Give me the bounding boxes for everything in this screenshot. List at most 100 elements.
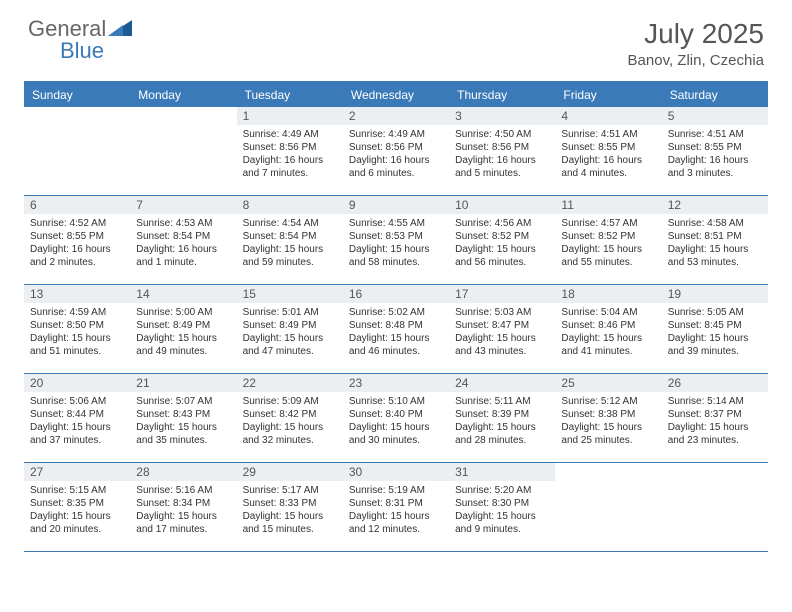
day-info: Sunrise: 5:14 AMSunset: 8:37 PMDaylight:… xyxy=(662,392,768,451)
day-cell: 9Sunrise: 4:55 AMSunset: 8:53 PMDaylight… xyxy=(343,196,449,284)
empty-cell xyxy=(24,107,130,195)
calendar: SundayMondayTuesdayWednesdayThursdayFrid… xyxy=(24,81,768,552)
logo-word-general: General xyxy=(28,18,106,40)
sunset-line: Sunset: 8:56 PM xyxy=(243,141,337,154)
day-cell: 18Sunrise: 5:04 AMSunset: 8:46 PMDayligh… xyxy=(555,285,661,373)
day-number: 3 xyxy=(449,107,555,125)
day-number: 12 xyxy=(662,196,768,214)
day-cell: 29Sunrise: 5:17 AMSunset: 8:33 PMDayligh… xyxy=(237,463,343,551)
day-number: 26 xyxy=(662,374,768,392)
sunrise-line: Sunrise: 4:49 AM xyxy=(243,128,337,141)
day-info: Sunrise: 5:16 AMSunset: 8:34 PMDaylight:… xyxy=(130,481,236,540)
day-header: Saturday xyxy=(662,83,768,107)
daylight-line: Daylight: 15 hours and 37 minutes. xyxy=(30,421,124,447)
day-info: Sunrise: 5:03 AMSunset: 8:47 PMDaylight:… xyxy=(449,303,555,362)
week-row: 20Sunrise: 5:06 AMSunset: 8:44 PMDayligh… xyxy=(24,374,768,463)
day-info: Sunrise: 4:57 AMSunset: 8:52 PMDaylight:… xyxy=(555,214,661,273)
sunrise-line: Sunrise: 5:05 AM xyxy=(668,306,762,319)
sunset-line: Sunset: 8:55 PM xyxy=(668,141,762,154)
sunrise-line: Sunrise: 5:15 AM xyxy=(30,484,124,497)
sunrise-line: Sunrise: 4:58 AM xyxy=(668,217,762,230)
sunrise-line: Sunrise: 5:17 AM xyxy=(243,484,337,497)
logo-triangle-icon xyxy=(108,20,132,40)
day-number: 1 xyxy=(237,107,343,125)
sunrise-line: Sunrise: 4:56 AM xyxy=(455,217,549,230)
sunset-line: Sunset: 8:44 PM xyxy=(30,408,124,421)
sunrise-line: Sunrise: 5:07 AM xyxy=(136,395,230,408)
day-cell: 14Sunrise: 5:00 AMSunset: 8:49 PMDayligh… xyxy=(130,285,236,373)
daylight-line: Daylight: 15 hours and 43 minutes. xyxy=(455,332,549,358)
title-block: July 2025 Banov, Zlin, Czechia xyxy=(628,18,764,69)
daylight-line: Daylight: 15 hours and 9 minutes. xyxy=(455,510,549,536)
sunset-line: Sunset: 8:43 PM xyxy=(136,408,230,421)
daylight-line: Daylight: 15 hours and 46 minutes. xyxy=(349,332,443,358)
day-info: Sunrise: 5:12 AMSunset: 8:38 PMDaylight:… xyxy=(555,392,661,451)
day-number: 27 xyxy=(24,463,130,481)
sunset-line: Sunset: 8:42 PM xyxy=(243,408,337,421)
day-cell: 7Sunrise: 4:53 AMSunset: 8:54 PMDaylight… xyxy=(130,196,236,284)
sunset-line: Sunset: 8:52 PM xyxy=(455,230,549,243)
sunrise-line: Sunrise: 5:03 AM xyxy=(455,306,549,319)
sunrise-line: Sunrise: 5:06 AM xyxy=(30,395,124,408)
daylight-line: Daylight: 16 hours and 7 minutes. xyxy=(243,154,337,180)
location-text: Banov, Zlin, Czechia xyxy=(628,52,764,69)
sunrise-line: Sunrise: 5:10 AM xyxy=(349,395,443,408)
day-number: 10 xyxy=(449,196,555,214)
day-number: 5 xyxy=(662,107,768,125)
day-header: Sunday xyxy=(24,83,130,107)
daylight-line: Daylight: 16 hours and 5 minutes. xyxy=(455,154,549,180)
daylight-line: Daylight: 15 hours and 35 minutes. xyxy=(136,421,230,447)
sunrise-line: Sunrise: 5:14 AM xyxy=(668,395,762,408)
daylight-line: Daylight: 15 hours and 59 minutes. xyxy=(243,243,337,269)
day-cell: 1 Sunrise: 4:49 AMSunset: 8:56 PMDaylight… xyxy=(237,107,343,195)
week-row: 13Sunrise: 4:59 AMSunset: 8:50 PMDayligh… xyxy=(24,285,768,374)
day-info: Sunrise: 5:06 AMSunset: 8:44 PMDaylight:… xyxy=(24,392,130,451)
day-number: 25 xyxy=(555,374,661,392)
sunrise-line: Sunrise: 4:54 AM xyxy=(243,217,337,230)
header: GeneralBlue July 2025 Banov, Zlin, Czech… xyxy=(0,0,792,77)
sunrise-line: Sunrise: 5:02 AM xyxy=(349,306,443,319)
day-number: 6 xyxy=(24,196,130,214)
day-number: 31 xyxy=(449,463,555,481)
day-number: 8 xyxy=(237,196,343,214)
sunset-line: Sunset: 8:54 PM xyxy=(243,230,337,243)
day-number: 16 xyxy=(343,285,449,303)
daylight-line: Daylight: 15 hours and 41 minutes. xyxy=(561,332,655,358)
sunset-line: Sunset: 8:56 PM xyxy=(349,141,443,154)
day-header: Friday xyxy=(555,83,661,107)
empty-cell xyxy=(662,463,768,551)
sunrise-line: Sunrise: 5:19 AM xyxy=(349,484,443,497)
sunrise-line: Sunrise: 5:09 AM xyxy=(243,395,337,408)
sunset-line: Sunset: 8:49 PM xyxy=(243,319,337,332)
day-info: Sunrise: 4:53 AMSunset: 8:54 PMDaylight:… xyxy=(130,214,236,273)
day-info: Sunrise: 5:05 AMSunset: 8:45 PMDaylight:… xyxy=(662,303,768,362)
logo: GeneralBlue xyxy=(28,18,132,62)
day-cell: 8 Sunrise: 4:54 AMSunset: 8:54 PMDaylight… xyxy=(237,196,343,284)
day-cell: 24Sunrise: 5:11 AMSunset: 8:39 PMDayligh… xyxy=(449,374,555,462)
sunset-line: Sunset: 8:53 PM xyxy=(349,230,443,243)
day-cell: 22Sunrise: 5:09 AMSunset: 8:42 PMDayligh… xyxy=(237,374,343,462)
sunset-line: Sunset: 8:56 PM xyxy=(455,141,549,154)
day-info: Sunrise: 4:49 AMSunset: 8:56 PMDaylight:… xyxy=(343,125,449,184)
day-number: 14 xyxy=(130,285,236,303)
sunrise-line: Sunrise: 4:51 AM xyxy=(668,128,762,141)
day-info: Sunrise: 4:56 AMSunset: 8:52 PMDaylight:… xyxy=(449,214,555,273)
day-number: 30 xyxy=(343,463,449,481)
sunrise-line: Sunrise: 4:51 AM xyxy=(561,128,655,141)
sunset-line: Sunset: 8:35 PM xyxy=(30,497,124,510)
day-cell: 17Sunrise: 5:03 AMSunset: 8:47 PMDayligh… xyxy=(449,285,555,373)
day-number: 18 xyxy=(555,285,661,303)
daylight-line: Daylight: 15 hours and 12 minutes. xyxy=(349,510,443,536)
sunrise-line: Sunrise: 5:12 AM xyxy=(561,395,655,408)
daylight-line: Daylight: 15 hours and 51 minutes. xyxy=(30,332,124,358)
daylight-line: Daylight: 15 hours and 28 minutes. xyxy=(455,421,549,447)
day-number: 4 xyxy=(555,107,661,125)
sunrise-line: Sunrise: 4:52 AM xyxy=(30,217,124,230)
day-cell: 25Sunrise: 5:12 AMSunset: 8:38 PMDayligh… xyxy=(555,374,661,462)
day-cell: 27Sunrise: 5:15 AMSunset: 8:35 PMDayligh… xyxy=(24,463,130,551)
page-title: July 2025 xyxy=(628,18,764,50)
sunset-line: Sunset: 8:45 PM xyxy=(668,319,762,332)
sunset-line: Sunset: 8:55 PM xyxy=(30,230,124,243)
day-info: Sunrise: 4:52 AMSunset: 8:55 PMDaylight:… xyxy=(24,214,130,273)
sunset-line: Sunset: 8:34 PM xyxy=(136,497,230,510)
